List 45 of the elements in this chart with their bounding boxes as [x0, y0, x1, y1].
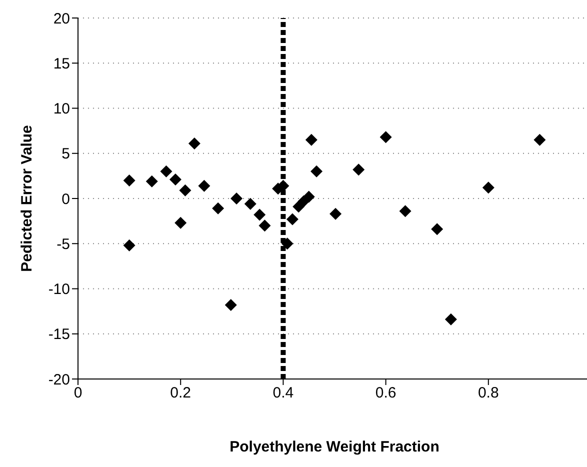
point [174, 216, 187, 229]
point [444, 313, 457, 326]
y-tick-label: 20 [53, 10, 70, 28]
point [169, 174, 182, 186]
point [244, 198, 256, 210]
point [160, 165, 172, 178]
point [302, 190, 315, 203]
y-tick-label: 10 [53, 100, 70, 118]
x-tick-label: 0.2 [170, 384, 192, 402]
point [123, 174, 136, 186]
y-tick-label: -5 [56, 236, 70, 253]
point [431, 223, 444, 236]
point [352, 164, 365, 176]
point [534, 134, 546, 146]
y-tick-label: -20 [48, 371, 70, 388]
point [281, 238, 294, 250]
point [310, 165, 323, 178]
point [212, 202, 224, 214]
y-axis-title: Pedicted Error Value [18, 125, 36, 272]
point [254, 208, 266, 221]
point [123, 239, 136, 252]
y-tick-label: 15 [53, 55, 70, 72]
point [482, 182, 494, 194]
x-tick-label: 0 [74, 384, 82, 402]
y-tick-label: -15 [48, 326, 70, 344]
point [188, 137, 200, 150]
point [380, 131, 392, 144]
y-tick-label: -10 [48, 281, 70, 298]
point [258, 220, 271, 232]
point [224, 298, 237, 311]
point [146, 175, 158, 188]
point [292, 200, 305, 213]
x-tick-label: 0.6 [375, 384, 396, 402]
point [330, 208, 342, 220]
x-axis-title: Polyethylene Weight Fraction [230, 438, 440, 456]
point [230, 192, 243, 204]
x-tick-label: 0.8 [478, 384, 499, 402]
y-tick-label: 0 [62, 190, 70, 208]
point [179, 184, 192, 196]
y-tick-label: 5 [62, 146, 70, 163]
point [305, 134, 318, 146]
point [286, 213, 298, 226]
point [399, 205, 412, 218]
x-tick-label: 0.4 [272, 384, 294, 402]
point [198, 180, 210, 192]
